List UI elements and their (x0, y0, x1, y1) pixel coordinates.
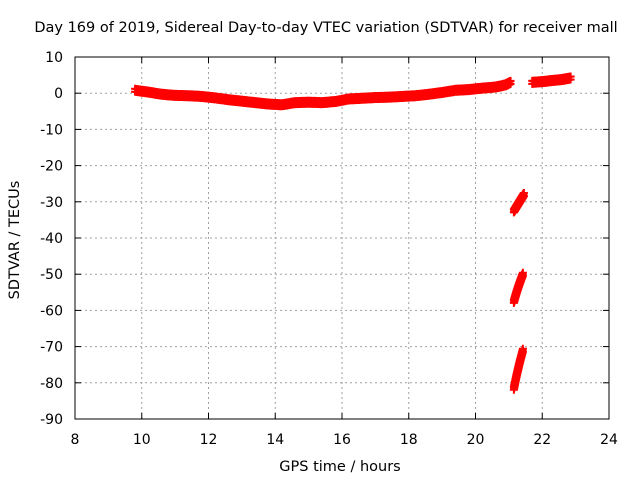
series-segment-30 (509, 189, 528, 217)
x-tick-label: 14 (266, 432, 284, 448)
y-tick-label: -10 (40, 122, 63, 138)
x-tick-label: 20 (467, 432, 485, 448)
x-tick-label: 22 (533, 432, 551, 448)
x-tick-label: 16 (333, 432, 351, 448)
y-tick-label: -30 (40, 195, 63, 211)
chart-title: Day 169 of 2019, Sidereal Day-to-day VTE… (34, 20, 617, 36)
data-point (566, 72, 575, 81)
y-tick-label: 10 (45, 50, 63, 66)
y-tick-label: -50 (40, 267, 63, 283)
tick-labels: 8 10 12 14 16 18 20 22 24 10 0 -10 -20 -30 -40 -50 -60 -7… (40, 50, 618, 448)
y-tick-label: -20 (40, 159, 63, 175)
y-axis-label: SDTVAR / TECUs (7, 181, 23, 300)
x-tick-label: 12 (200, 432, 218, 448)
data-point (518, 344, 527, 353)
x-tick-label: 10 (133, 432, 151, 448)
grid-lines (74, 56, 610, 420)
y-tick-label: -40 (40, 231, 63, 247)
y-tick-label: 0 (54, 86, 63, 102)
y-tick-label: -60 (40, 303, 63, 319)
series-main-arc (131, 76, 515, 111)
x-axis-label: GPS time / hours (279, 459, 400, 475)
data-point (518, 268, 527, 277)
x-tick-label: 18 (400, 432, 418, 448)
series-segment-55 (509, 268, 527, 307)
y-tick-label: -90 (40, 412, 63, 428)
y-tick-label: -80 (40, 376, 63, 392)
data-point (519, 189, 528, 198)
x-tick-label: 8 (71, 432, 80, 448)
series-late-arc (528, 72, 575, 88)
x-tick-label: 24 (600, 432, 618, 448)
plot-frame (74, 56, 610, 420)
y-tick-label: -70 (40, 340, 63, 356)
data-points (131, 72, 575, 394)
data-point (506, 76, 515, 85)
series-segment-76 (509, 344, 527, 394)
